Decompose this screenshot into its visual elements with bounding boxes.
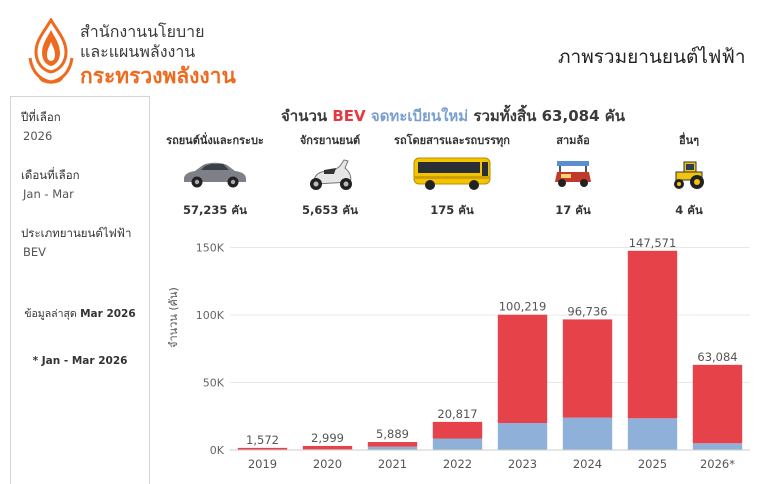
bar-segment [367,446,418,450]
category-label: อื่นๆ [678,134,700,147]
bar-segment [302,445,353,450]
type-filter-value[interactable]: BEV [23,245,47,259]
registration-chart: 0K 50K 100K 150K 1,572 2019 2,999 2020 5,889 2021… [160,228,760,484]
category-label: รถโดยสารและรถบรรทุก [394,134,510,147]
type-filter-label: ประเภทยานยนต์ไฟฟ้า [21,226,132,240]
bar-segment [562,417,613,450]
category-count: 57,235 คัน [183,203,247,217]
filter-panel: ปีที่เลือก 2026 เดือนที่เลือก Jan - Mar … [10,96,150,484]
x-tick-label: 2019 [248,457,277,471]
bar-total-label: 20,817 [437,407,477,421]
bar-total-label: 5,889 [376,427,409,441]
x-tick-label: 2024 [573,457,602,471]
summary-title: จำนวน BEV จดทะเบียนใหม่ รวมทั้งสิ้น 63,0… [160,104,746,128]
bar-segment [692,443,743,450]
page-title: ภาพรวมยานยนต์ไฟฟ้า [558,46,746,68]
summary-total: รวมทั้งสิ้น 63,084 คัน [473,107,626,125]
category-label: รถยนต์นั่งและกระบะ [166,134,264,147]
category-bus-truck: รถโดยสารและรถบรรทุก 175 คัน [392,132,512,220]
category-motorcycle: จักรยานยนต์ 5,653 คัน [270,132,390,220]
bar-segment [367,442,418,447]
org-line-1: สำนักงานนโยบาย [80,22,205,41]
month-filter-label: เดือนที่เลือก [21,168,80,182]
bar-segment [627,418,678,450]
summary-new-registration: จดทะเบียนใหม่ [370,107,469,125]
tractor-icon [674,161,704,189]
summary-prefix: จำนวน [280,107,328,125]
bar-segment [692,364,743,444]
summary-bev: BEV [332,107,366,125]
bar-total-label: 63,084 [697,350,737,364]
y-tick-label: 50K [203,377,225,390]
org-line-2: และแผนพลังงาน [80,42,196,61]
latest-data-prefix: ข้อมูลล่าสุด [24,308,77,320]
bar-segment [497,314,548,423]
year-filter-label: ปีที่เลือก [21,110,61,124]
bar-total-label: 2,999 [311,431,344,445]
bar-segment [237,447,288,450]
bar-segment [562,319,613,418]
x-tick-label: 2026* [700,457,735,471]
category-label: สามล้อ [556,134,590,147]
bus-icon [413,157,491,190]
y-tick-label: 150K [196,242,225,255]
flame-logo-icon [28,18,74,84]
category-car: รถยนต์นั่งและกระบะ 57,235 คัน [155,132,275,220]
org-name: สำนักงานนโยบาย และแผนพลังงาน กระทรวงพลัง… [80,22,236,89]
x-tick-label: 2021 [378,457,407,471]
bar-chart-svg: 0K 50K 100K 150K 1,572 2019 2,999 2020 5,889 2021… [196,236,750,471]
year-filter-value[interactable]: 2026 [23,129,53,143]
bar-segment [432,438,483,450]
bar-total-label: 100,219 [499,300,547,314]
category-count: 17 คัน [555,203,591,217]
bar-total-label: 147,571 [629,236,677,250]
bar-segment [432,421,483,439]
ministry-name: กระทรวงพลังงาน [80,64,236,88]
y-axis-title: จำนวน (คัน) [167,287,180,348]
bar-total-label: 96,736 [567,304,607,318]
tuk-tuk-icon [555,161,591,187]
x-tick-label: 2022 [443,457,472,471]
category-count: 175 คัน [430,203,474,217]
bar-total-label: 1,572 [246,433,279,447]
y-tick-label: 100K [196,309,225,322]
category-count: 5,653 คัน [302,203,358,217]
bar-segment [497,423,548,450]
category-other: อื่นๆ 4 คัน [629,132,749,220]
category-three-wheeler: สามล้อ 17 คัน [513,132,633,220]
y-tick-label: 0K [210,444,225,457]
period-footnote: * Jan - Mar 2026 [32,355,128,367]
latest-data-note: ข้อมูลล่าสุด Mar 2026 [11,305,149,322]
bar-segment [627,250,678,419]
month-filter-value[interactable]: Jan - Mar [23,187,74,201]
x-tick-label: 2025 [638,457,667,471]
latest-data-value: Mar 2026 [80,308,136,320]
category-label: จักรยานยนต์ [299,134,361,147]
x-tick-label: 2023 [508,457,537,471]
category-count: 4 คัน [675,203,703,217]
x-tick-label: 2020 [313,457,342,471]
scooter-icon [310,159,352,190]
car-icon [184,162,246,188]
